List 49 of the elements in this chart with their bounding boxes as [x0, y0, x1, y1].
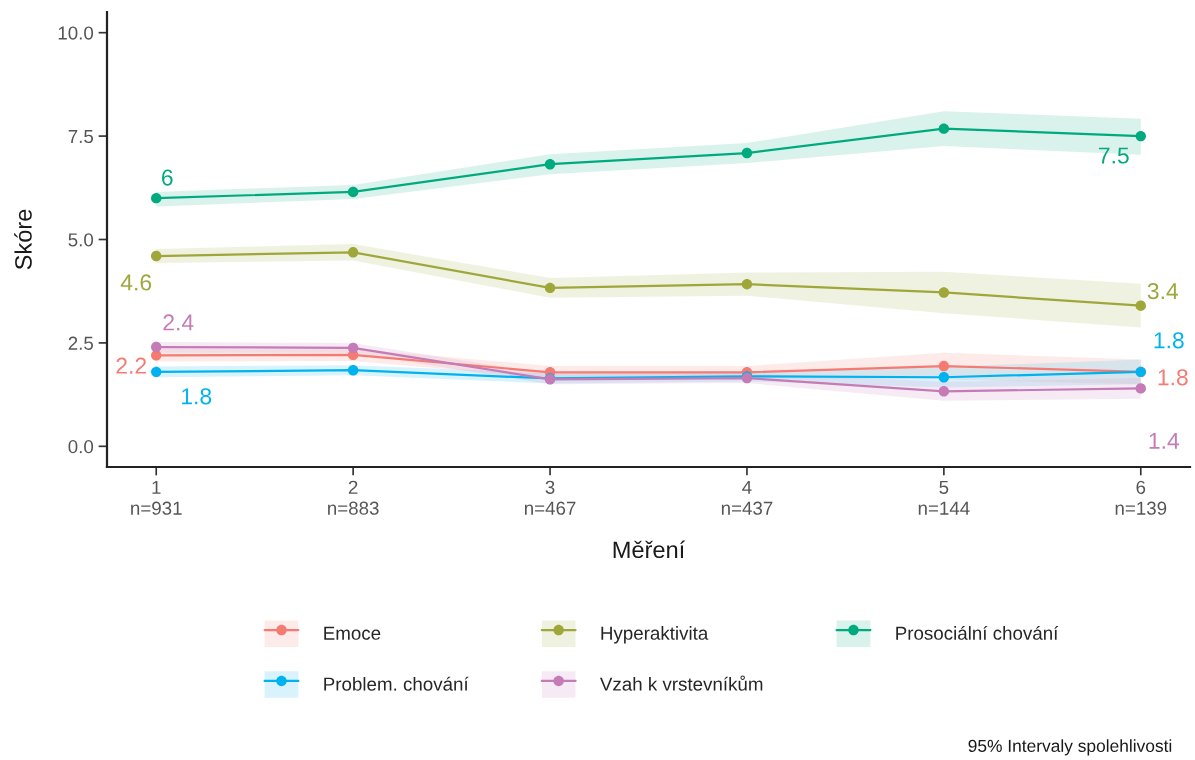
y-axis-title: Skóre	[14, 209, 32, 270]
point	[938, 287, 950, 298]
data-label: 1.4	[1149, 432, 1180, 449]
data-label: 4.6	[120, 274, 152, 291]
x-tick-label: 6 n=139	[1115, 480, 1167, 515]
point	[741, 278, 753, 290]
point	[938, 123, 950, 134]
y-tick-label: 2.5	[68, 336, 94, 350]
data-label: 7.5	[1099, 147, 1129, 164]
x-tick-label: 2 n=883	[328, 480, 379, 515]
point	[151, 366, 162, 378]
point	[1135, 300, 1146, 311]
x-tick-label: 3 n=467	[524, 480, 576, 515]
point	[741, 147, 753, 159]
point	[151, 341, 162, 353]
legend-label: Hyperaktivita	[601, 626, 709, 644]
data-label: 6	[162, 169, 173, 186]
point	[544, 282, 556, 294]
legend-label: Vzah k vrstevníkům	[599, 675, 763, 691]
data-label: 3.4	[1147, 282, 1179, 300]
point	[151, 192, 162, 204]
y-tick-label: 7.5	[68, 129, 94, 144]
point	[938, 360, 950, 372]
data-label: 2.2	[116, 357, 147, 374]
point	[347, 342, 359, 354]
point	[1135, 383, 1146, 394]
point	[938, 372, 950, 383]
point	[1135, 130, 1146, 142]
legend-label: Problem. chování	[324, 676, 469, 691]
point	[544, 159, 556, 170]
point	[938, 386, 950, 397]
y-tick-label: 0.0	[68, 440, 94, 454]
data-label: 2.4	[163, 314, 194, 331]
x-tick-label: 4 n=437	[721, 480, 773, 515]
point	[347, 365, 359, 376]
x-tick-label: 5 n=144	[918, 480, 970, 515]
data-label: 1.8	[182, 388, 212, 405]
text: 95% Intervaly spolehlivosti	[968, 739, 1172, 756]
data-label: 1.8	[1158, 369, 1188, 386]
y-tick-label: 5.0	[68, 233, 94, 247]
y-tick-label: 10.0	[58, 26, 94, 40]
point	[347, 247, 359, 258]
data-label: 1.8	[1154, 332, 1184, 349]
x-axis-title: Měření	[613, 540, 686, 559]
point	[151, 250, 162, 262]
x-tick-label: 1 n=931	[131, 480, 182, 515]
legend-label: Prosociální chování	[896, 625, 1059, 640]
point	[347, 186, 359, 198]
legend-label: Emoce	[324, 626, 381, 640]
